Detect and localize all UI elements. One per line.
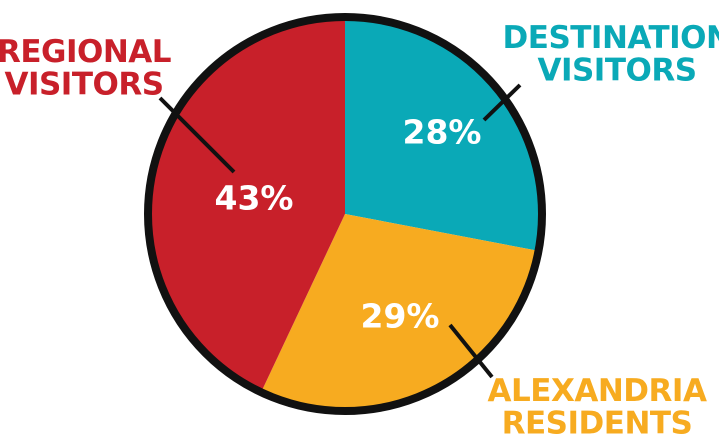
leader-line-destination-visitors xyxy=(482,83,522,122)
category-label-line: VISITORS xyxy=(537,53,696,89)
percentage-labels-layer: 28% 29% 43% xyxy=(215,113,482,336)
category-label-line: REGIONAL xyxy=(0,34,171,70)
category-label-alexandria-residents: ALEXANDRIA RESIDENTS xyxy=(488,373,707,441)
category-label-line: DESTINATION xyxy=(503,20,719,56)
category-label-regional-visitors: REGIONAL VISITORS xyxy=(0,34,171,103)
pie-outline xyxy=(144,13,546,415)
percentage-label-destination-visitors: 28% xyxy=(403,113,482,152)
category-label-line: RESIDENTS xyxy=(502,406,693,441)
slices-layer xyxy=(148,17,542,411)
category-label-line: VISITORS xyxy=(4,67,163,103)
category-label-destination-visitors: DESTINATION VISITORS xyxy=(503,20,719,89)
percentage-label-alexandria-residents: 29% xyxy=(361,297,440,336)
leader-line-alexandria-residents xyxy=(448,323,494,379)
pie-slice-destination-visitors xyxy=(345,17,542,251)
leader-lines-layer xyxy=(158,83,522,379)
percentage-label-regional-visitors: 43% xyxy=(215,179,294,218)
pie-slice-alexandria-residents xyxy=(261,214,539,411)
category-label-line: ALEXANDRIA xyxy=(488,373,707,409)
pie-slice-regional-visitors xyxy=(148,17,345,393)
leader-line-regional-visitors xyxy=(158,96,236,174)
